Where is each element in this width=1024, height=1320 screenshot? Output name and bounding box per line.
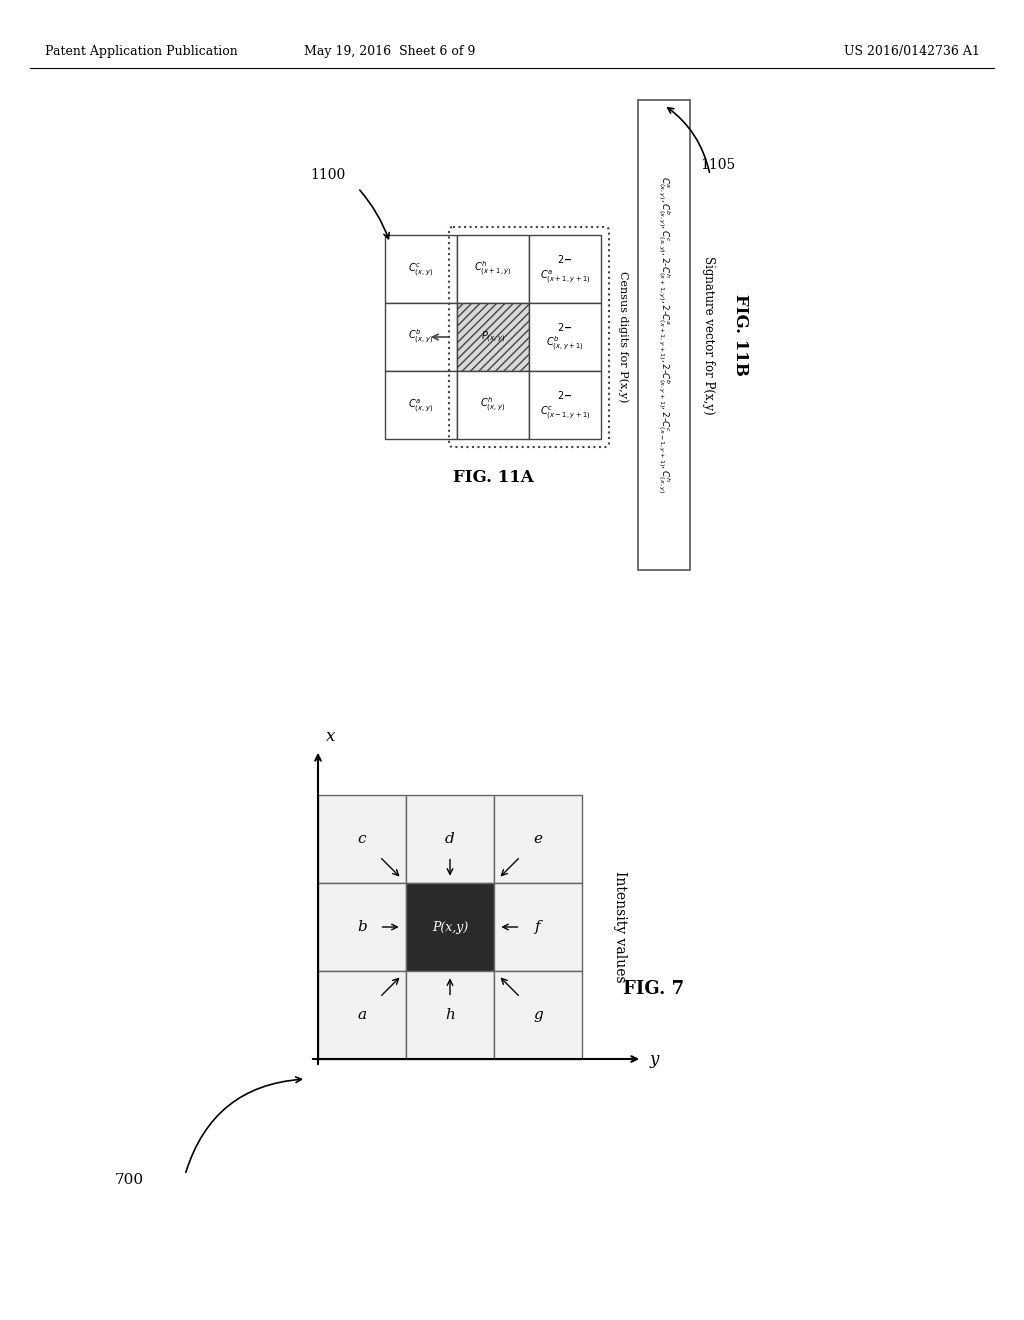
Text: May 19, 2016  Sheet 6 of 9: May 19, 2016 Sheet 6 of 9 (304, 45, 476, 58)
Text: e: e (534, 832, 543, 846)
Bar (529, 304, 601, 371)
FancyArrowPatch shape (447, 859, 453, 874)
Text: d: d (445, 832, 455, 846)
FancyArrowPatch shape (502, 858, 518, 875)
Bar (638, 100, 690, 570)
Text: P(x,y): P(x,y) (432, 920, 468, 933)
Bar (406, 795, 494, 883)
Text: 1100: 1100 (310, 168, 345, 182)
Bar (406, 972, 494, 1059)
Bar (494, 883, 582, 972)
Text: FIG. 11A: FIG. 11A (453, 469, 534, 486)
Text: y: y (650, 1051, 659, 1068)
FancyArrowPatch shape (447, 979, 453, 995)
Bar (457, 235, 529, 304)
Text: Intensity values: Intensity values (613, 871, 627, 983)
Text: h: h (445, 1008, 455, 1022)
Text: x: x (326, 729, 336, 744)
Text: $C^a_{(x,y)}, C^b_{(x,y)}, C^c_{(x,y)}, 2\text{-}C^h_{(x+1,y)}, 2\text{-}C^a_{(x: $C^a_{(x,y)}, C^b_{(x,y)}, C^c_{(x,y)}, … (656, 177, 672, 494)
Bar (529, 371, 601, 440)
Bar (385, 371, 457, 440)
Text: c: c (357, 832, 367, 846)
Bar (457, 371, 529, 440)
Text: 700: 700 (115, 1173, 144, 1187)
Text: Signature vector for P(x,y): Signature vector for P(x,y) (701, 256, 715, 414)
Text: Census digits for P(x,y): Census digits for P(x,y) (617, 272, 629, 403)
Bar (529, 235, 601, 304)
FancyArrowPatch shape (382, 978, 398, 995)
Bar (318, 972, 406, 1059)
Bar (494, 972, 582, 1059)
Text: 1105: 1105 (700, 158, 735, 172)
FancyArrowPatch shape (382, 858, 398, 875)
Text: $C^c_{(x,y)}$: $C^c_{(x,y)}$ (409, 260, 433, 277)
Text: FIG. 7: FIG. 7 (624, 979, 685, 998)
Text: $C^b_{(x,y)}$: $C^b_{(x,y)}$ (409, 327, 433, 346)
Text: f: f (536, 920, 541, 935)
Text: $2\mathbf{-}$
$C^a_{(x+1,y+1)}$: $2\mathbf{-}$ $C^a_{(x+1,y+1)}$ (540, 253, 590, 285)
Bar (318, 883, 406, 972)
Bar (457, 304, 529, 371)
Text: $2\mathbf{-}$
$C^c_{(x-1,y+1)}$: $2\mathbf{-}$ $C^c_{(x-1,y+1)}$ (540, 389, 590, 421)
FancyArrowPatch shape (503, 924, 517, 929)
Bar (406, 883, 494, 972)
FancyArrowPatch shape (382, 924, 397, 929)
Bar (385, 235, 457, 304)
Text: a: a (357, 1008, 367, 1022)
Text: g: g (534, 1008, 543, 1022)
Text: $C^h_{(x,y)}$: $C^h_{(x,y)}$ (480, 396, 506, 414)
Bar (494, 795, 582, 883)
Text: Patent Application Publication: Patent Application Publication (45, 45, 238, 58)
Text: FIG. 11B: FIG. 11B (731, 294, 749, 376)
Text: US 2016/0142736 A1: US 2016/0142736 A1 (844, 45, 980, 58)
Text: $P_{(x,y)}$: $P_{(x,y)}$ (481, 329, 505, 345)
Bar (318, 795, 406, 883)
Text: $C^a_{(x,y)}$: $C^a_{(x,y)}$ (409, 396, 433, 413)
Text: $C^h_{(x+1,y)}$: $C^h_{(x+1,y)}$ (474, 260, 512, 279)
Bar (385, 304, 457, 371)
Text: b: b (357, 920, 367, 935)
Text: $2\mathbf{-}$
$C^b_{(x,y+1)}$: $2\mathbf{-}$ $C^b_{(x,y+1)}$ (546, 321, 584, 354)
FancyArrowPatch shape (502, 978, 518, 995)
